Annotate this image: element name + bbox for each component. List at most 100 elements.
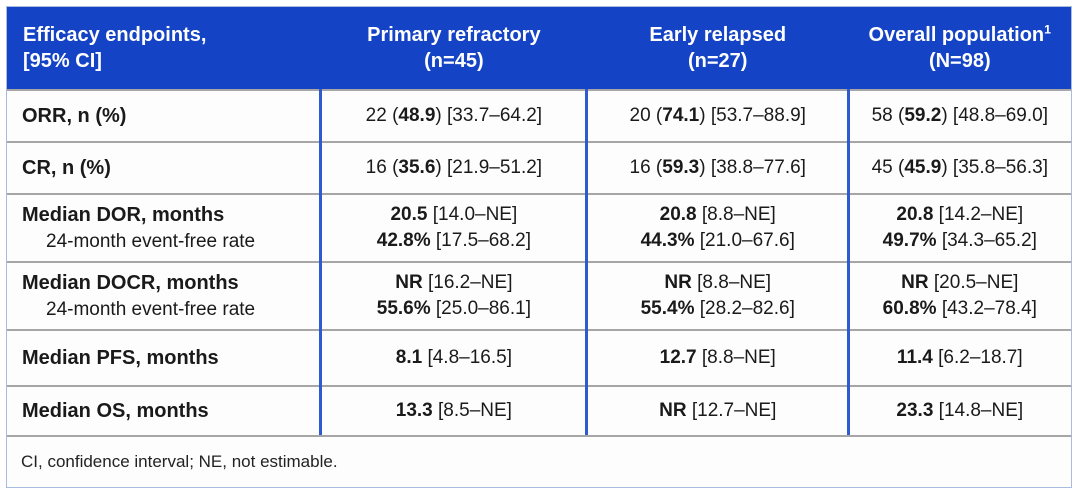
value-post: [21.0–67.6] xyxy=(694,230,795,251)
value-line: 20 (74.1) [53.7–88.9] xyxy=(630,103,806,129)
header-col-n: (n=27) xyxy=(688,50,748,72)
header-primary-refractory: Primary refractory (n=45) xyxy=(321,7,587,89)
cell-overall-population: 23.3 [14.8–NE] xyxy=(849,387,1071,435)
header-col-label: Primary refractory xyxy=(367,24,541,46)
cell-early-relapsed: 20.8 [8.8–NE] 44.3% [21.0–67.6] xyxy=(587,195,849,261)
cell-overall-population: 58 (59.2) [48.8–69.0] xyxy=(849,91,1071,141)
row-label: CR, n (%) xyxy=(22,156,111,179)
value-line: 44.3% [21.0–67.6] xyxy=(641,228,795,254)
value-bold: 55.4% xyxy=(640,298,695,319)
cell-primary-refractory: 8.1 [4.8–16.5] xyxy=(321,331,587,385)
value-post: ) [35.8–56.3] xyxy=(941,157,1049,179)
value-pre: 20 ( xyxy=(629,105,663,127)
value-bold: 20.8 xyxy=(659,204,697,226)
row-median-os: Median OS, months 13.3 [8.5–NE] NR [12.7… xyxy=(7,385,1071,435)
value-line: 16 (35.6) [21.9–51.2] xyxy=(366,155,542,181)
value-line: 22 (48.9) [33.7–64.2] xyxy=(366,103,542,129)
cell-primary-refractory: NR [16.2–NE] 55.6% [25.0–86.1] xyxy=(321,263,587,329)
value-post: [8.8–NE] xyxy=(696,204,776,226)
cell-primary-refractory: 13.3 [8.5–NE] xyxy=(321,387,587,435)
value-bold: NR xyxy=(664,272,692,294)
value-post: [16.2–NE] xyxy=(422,272,513,294)
row-sublabel: 24-month event-free rate xyxy=(46,298,256,320)
value-line: 16 (59.3) [38.8–77.6] xyxy=(630,155,806,181)
value-pre: 16 ( xyxy=(629,157,663,179)
header-endpoints: Efficacy endpoints, [95% CI] xyxy=(7,7,321,89)
value-post: [14.2–NE] xyxy=(933,204,1024,226)
cell-early-relapsed: 16 (59.3) [38.8–77.6] xyxy=(587,143,849,193)
cell-early-relapsed: NR [12.7–NE] xyxy=(587,387,849,435)
value-pre: 45 ( xyxy=(871,157,905,179)
value-bold: 59.3 xyxy=(662,157,700,179)
value-post: [17.5–68.2] xyxy=(430,230,531,251)
value-bold: 42.8% xyxy=(376,230,431,251)
row-label: ORR, n (%) xyxy=(22,104,127,127)
value-line: 20.8 [14.2–NE] xyxy=(896,202,1023,228)
value-bold: NR xyxy=(901,272,929,294)
cell-overall-population: 20.8 [14.2–NE] 49.7% [34.3–65.2] xyxy=(849,195,1071,261)
value-line: NR [20.5–NE] xyxy=(901,270,1018,296)
value-post: ) [53.7–88.9] xyxy=(699,105,806,127)
value-bold: 55.6% xyxy=(376,298,431,319)
cell-primary-refractory: 20.5 [14.0–NE] 42.8% [17.5–68.2] xyxy=(321,195,587,261)
value-post: [28.2–82.6] xyxy=(694,298,795,319)
value-post: [14.8–NE] xyxy=(933,400,1024,422)
value-bold: 20.5 xyxy=(390,204,428,226)
value-bold: 45.9 xyxy=(904,157,942,179)
value-bold: 44.3% xyxy=(640,230,695,251)
value-line: 55.6% [25.0–86.1] xyxy=(377,296,531,322)
value-bold: 59.2 xyxy=(904,105,942,127)
row-label: Median DOCR, months xyxy=(22,271,239,294)
value-bold: 13.3 xyxy=(395,400,433,422)
value-line: 20.5 [14.0–NE] xyxy=(390,202,517,228)
table-body: ORR, n (%) 22 (48.9) [33.7–64.2] 20 (74.… xyxy=(7,89,1071,435)
footnote-row: CI, confidence interval; NE, not estimab… xyxy=(7,435,1071,487)
table: Efficacy endpoints, [95% CI] Primary ref… xyxy=(6,6,1072,488)
table-header-row: Efficacy endpoints, [95% CI] Primary ref… xyxy=(7,7,1071,89)
value-line: 42.8% [17.5–68.2] xyxy=(377,228,531,254)
value-post: ) [33.7–64.2] xyxy=(435,105,543,127)
value-line: 58 (59.2) [48.8–69.0] xyxy=(872,103,1048,129)
row-cr: CR, n (%) 16 (35.6) [21.9–51.2] 16 (59.3… xyxy=(7,141,1071,193)
cell-early-relapsed: NR [8.8–NE] 55.4% [28.2–82.6] xyxy=(587,263,849,329)
row-label-cell: Median DOCR, months 24-month event-free … xyxy=(7,263,321,329)
header-col-label: Early relapsed xyxy=(649,24,787,46)
value-post: ) [48.8–69.0] xyxy=(941,105,1049,127)
value-post: [14.0–NE] xyxy=(427,204,518,226)
value-line: 13.3 [8.5–NE] xyxy=(396,398,512,424)
cell-early-relapsed: 12.7 [8.8–NE] xyxy=(587,331,849,385)
header-endpoints-line1: Efficacy endpoints, xyxy=(23,24,207,46)
cell-early-relapsed: 20 (74.1) [53.7–88.9] xyxy=(587,91,849,141)
value-post: [8.5–NE] xyxy=(432,400,512,422)
cell-primary-refractory: 16 (35.6) [21.9–51.2] xyxy=(321,143,587,193)
value-bold: 8.1 xyxy=(395,347,423,369)
value-line: 8.1 [4.8–16.5] xyxy=(396,345,512,371)
row-label-cell: Median PFS, months xyxy=(7,331,321,385)
header-col-label: Overall population1 xyxy=(868,22,1052,46)
value-post: [8.8–NE] xyxy=(696,347,776,369)
row-label-cell: Median DOR, months 24-month event-free r… xyxy=(7,195,321,261)
value-post: [6.2–18.7] xyxy=(932,347,1023,369)
value-line: 20.8 [8.8–NE] xyxy=(660,202,776,228)
value-post: [34.3–65.2] xyxy=(936,230,1037,251)
header-early-relapsed: Early relapsed (n=27) xyxy=(587,7,849,89)
row-median-dor: Median DOR, months 24-month event-free r… xyxy=(7,193,1071,261)
row-sublabel: 24-month event-free rate xyxy=(46,230,256,252)
value-bold: 49.7% xyxy=(882,230,937,251)
header-endpoints-line2: [95% CI] xyxy=(23,50,102,72)
row-label: Median DOR, months xyxy=(22,203,225,226)
row-label: Median OS, months xyxy=(22,399,209,422)
header-superscript: 1 xyxy=(1044,22,1052,37)
value-post: ) [38.8–77.6] xyxy=(699,157,806,179)
value-bold: 35.6 xyxy=(398,157,436,179)
row-median-pfs: Median PFS, months 8.1 [4.8–16.5] 12.7 [… xyxy=(7,329,1071,385)
row-label-cell: CR, n (%) xyxy=(7,143,321,193)
value-bold: NR xyxy=(659,400,687,422)
cell-overall-population: NR [20.5–NE] 60.8% [43.2–78.4] xyxy=(849,263,1071,329)
footnote-text: CI, confidence interval; NE, not estimab… xyxy=(21,452,338,471)
value-post: [12.7–NE] xyxy=(686,400,777,422)
header-overall-population: Overall population1 (N=98) xyxy=(849,7,1071,89)
value-post: [43.2–78.4] xyxy=(936,298,1037,319)
value-pre: 22 ( xyxy=(365,105,399,127)
header-col-n: (N=98) xyxy=(928,50,991,72)
